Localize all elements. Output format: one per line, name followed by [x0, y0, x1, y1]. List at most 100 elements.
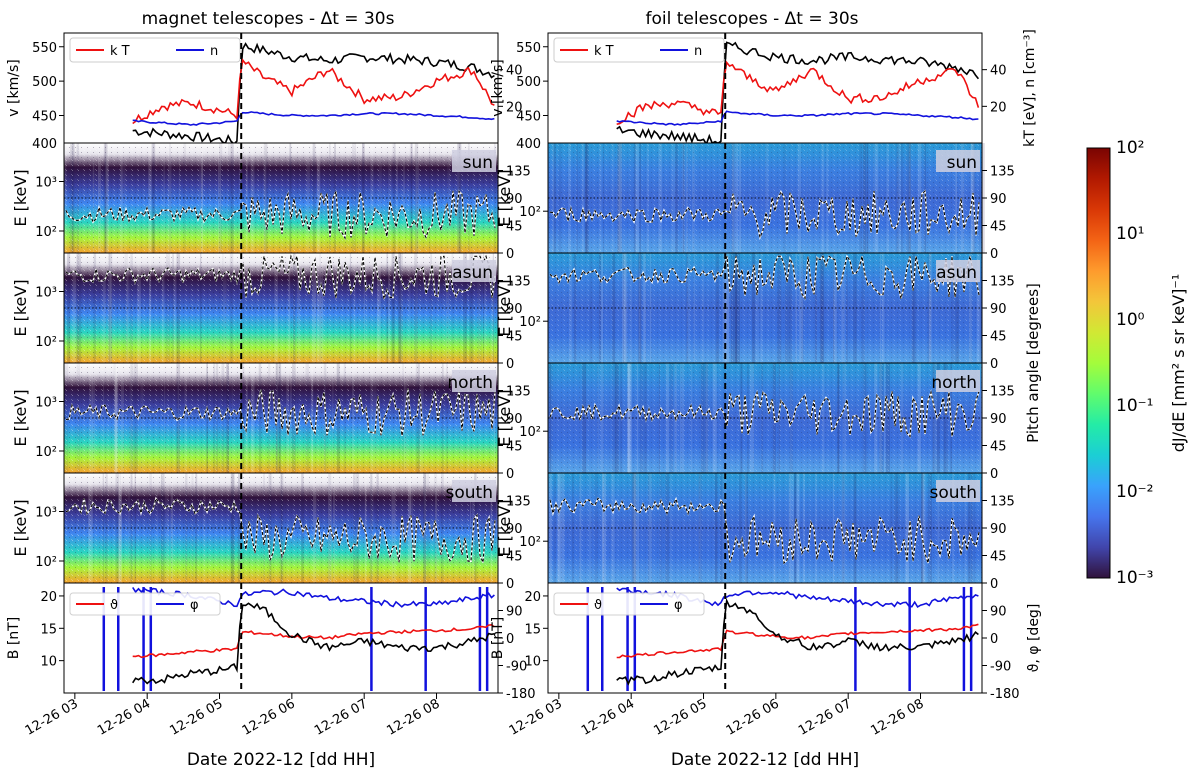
- legend-box: [69, 592, 221, 616]
- pitch-tick-label: 90: [506, 192, 523, 207]
- pitch-angle-trace: [549, 254, 980, 300]
- energy-top-tick: 400: [516, 137, 541, 152]
- field-magnitude-line: [132, 602, 495, 685]
- colorbar-tick-3: 10⁰: [1116, 310, 1145, 330]
- x-tick-label: 12-26 07: [796, 696, 854, 738]
- pitch-tick-label: 0: [506, 467, 514, 482]
- field-magnitude-line: [616, 597, 979, 686]
- colorbar-tick-4: 10¹: [1116, 224, 1144, 244]
- field-tick-label: 20: [524, 590, 541, 605]
- pitch-angle-trace: [65, 190, 496, 240]
- pitch-tick-label: 45: [506, 330, 523, 345]
- temperature-line: [616, 60, 980, 125]
- energy-tick-label: 10²: [519, 425, 541, 440]
- energy-tick-label: 10²: [35, 225, 57, 240]
- pitch-tick-label: 0: [990, 357, 998, 372]
- energy-tick-label: 10³: [35, 286, 57, 301]
- legend-n-label: n: [210, 44, 218, 59]
- speed-line: [616, 41, 980, 146]
- colorbar-tick-1: 10⁻²: [1116, 482, 1153, 502]
- pitch-tick-label: 135: [990, 385, 1015, 400]
- legend-kt-label: k T: [594, 44, 614, 59]
- angle-tick-label: 90: [990, 605, 1007, 620]
- theta-line: [132, 623, 495, 659]
- pitch-tick-label: 45: [506, 220, 523, 235]
- panel-label-asun: asun: [452, 263, 493, 283]
- legend-n-label: n: [694, 44, 702, 59]
- energy-axis-label: E [keV]: [495, 499, 514, 556]
- pitch-tick-label: 0: [506, 577, 514, 592]
- title-foil: foil telescopes - Δt = 30s: [645, 9, 858, 29]
- pitch-tick-label: 135: [506, 385, 531, 400]
- pitch-tick-label: 0: [990, 467, 998, 482]
- panel-label-badge: [452, 480, 496, 502]
- energy-tick-label: 10²: [519, 315, 541, 330]
- kt-tick-label: 20: [506, 100, 523, 115]
- pitch-tick-label: 90: [990, 302, 1007, 317]
- energy-top-tick: 400: [32, 137, 57, 152]
- x-tick-label: 12-26 07: [312, 696, 370, 738]
- pitch-angle-trace: [65, 254, 496, 300]
- field-tick-label: 15: [524, 622, 541, 637]
- title-magnet: magnet telescopes - Δt = 30s: [142, 9, 395, 29]
- pitch-tick-label: 45: [506, 550, 523, 565]
- speed-tick-label: 450: [32, 110, 57, 125]
- x-tick-label: 12-26 06: [240, 696, 298, 738]
- pitch-angle-trace: [549, 390, 980, 438]
- x-axis-label: Date 2022-12 [dd HH]: [187, 750, 375, 770]
- angle-tick-label: 0: [506, 632, 514, 647]
- angle-axis-label: ϑ, φ [deg]: [1026, 604, 1042, 673]
- speed-axis-label: v [km/s]: [490, 59, 506, 116]
- energy-tick-label: 10²: [519, 205, 541, 220]
- field-tick-label: 10: [524, 655, 541, 670]
- panel-label-badge: [936, 370, 980, 392]
- x-tick-label: 12-26 03: [507, 696, 565, 738]
- pitch-tick-label: 135: [506, 495, 531, 510]
- energy-axis-label: E [keV]: [495, 279, 514, 336]
- kt-axis-label: kT [eV], n [cm⁻³]: [1022, 29, 1038, 147]
- panel-label-badge: [936, 150, 980, 172]
- x-tick-label: 12-26 08: [868, 696, 926, 738]
- pitch-tick-label: 90: [506, 302, 523, 317]
- speed-axis-label: v [km/s]: [6, 59, 22, 116]
- field-tick-label: 10: [40, 655, 57, 670]
- panel-label-badge: [936, 480, 980, 502]
- field-axis-label: B [nT]: [6, 617, 22, 659]
- panel-label-north: north: [447, 373, 493, 393]
- density-line: [616, 110, 979, 126]
- energy-tick-label: 10²: [35, 445, 57, 460]
- pitch-tick-label: 135: [506, 165, 531, 180]
- panel-frame: [547, 582, 983, 694]
- field-tick-label: 15: [40, 622, 57, 637]
- panel-label-badge: [452, 150, 496, 172]
- x-tick-label: 12-26 05: [651, 696, 709, 738]
- angle-tick-label: -90: [990, 660, 1011, 675]
- panel-label-south: south: [446, 483, 493, 503]
- energy-tick-label: 10²: [519, 535, 541, 550]
- panel-frame: [63, 582, 499, 694]
- energy-tick-label: 10³: [35, 176, 57, 191]
- energy-tick-label: 10²: [35, 555, 57, 570]
- angle-tick-label: -180: [990, 687, 1020, 702]
- pitch-angle-trace: [549, 189, 980, 240]
- panel-label-asun: asun: [936, 263, 977, 283]
- energy-axis-label: E [keV]: [495, 389, 514, 446]
- panel-label-badge: [452, 370, 496, 392]
- panel-label-sun: sun: [947, 153, 977, 173]
- energy-axis-label: E [keV]: [11, 169, 30, 226]
- panel-label-sun: sun: [463, 153, 493, 173]
- energy-tick-label: 10³: [35, 506, 57, 521]
- legend-phi-label: φ: [674, 598, 683, 613]
- energy-axis-label: E [keV]: [11, 499, 30, 556]
- pitch-angle-trace: [549, 497, 980, 565]
